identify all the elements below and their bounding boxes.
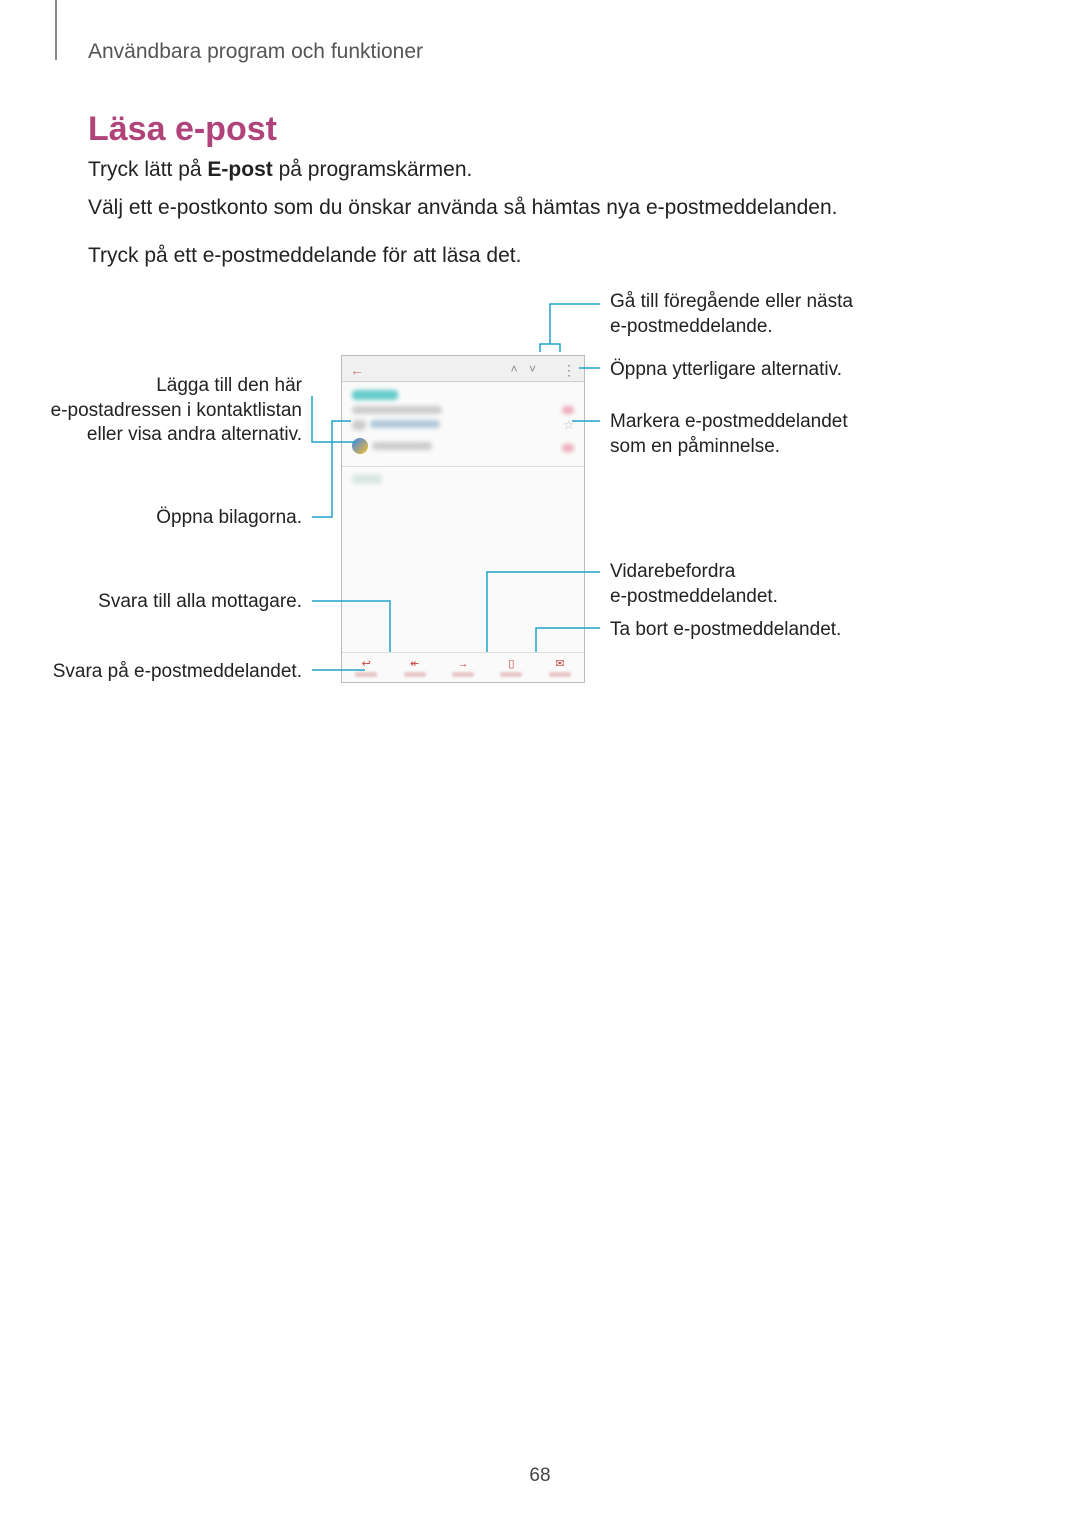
intro-line-3: Tryck på ett e-postmeddelande för att lä… xyxy=(88,244,521,268)
intro-line-2: Välj ett e-postkonto som du önskar använ… xyxy=(88,196,837,220)
app-header-bar: ← ˄ ˅ ⋮ xyxy=(342,356,584,382)
intro-1-pre: Tryck lätt på xyxy=(88,158,207,181)
expand-blur xyxy=(352,420,366,430)
separator xyxy=(342,466,584,467)
page-number: 68 xyxy=(0,1465,1080,1487)
intro-1-bold: E-post xyxy=(207,158,272,181)
from-blur xyxy=(370,420,440,428)
tag-blur-2 xyxy=(562,444,574,452)
delete-button: ▯ xyxy=(487,653,535,682)
mail-button: ✉ xyxy=(536,653,584,682)
page-header: Användbara program och funktioner xyxy=(88,40,423,64)
email-app-mock: ← ˄ ˅ ⋮ ☆ ↩ ↞ → ▯ ✉ xyxy=(341,355,585,683)
label-forward: Vidarebefordra e-postmeddelandet. xyxy=(610,560,778,609)
callout-lines xyxy=(0,0,1080,1527)
reply-icon: ↩ xyxy=(362,659,371,670)
label-delete: Ta bort e-postmeddelandet. xyxy=(610,618,841,643)
label-mark-reminder: Markera e-postmeddelandet som en påminne… xyxy=(610,410,848,459)
more-options-icon: ⋮ xyxy=(562,362,576,379)
bottom-toolbar: ↩ ↞ → ▯ ✉ xyxy=(342,652,584,682)
mail-icon: ✉ xyxy=(555,659,564,670)
name-blur xyxy=(372,442,432,450)
reply-button: ↩ xyxy=(342,653,390,682)
label-reply: Svara på e-postmeddelandet. xyxy=(40,660,302,685)
forward-button: → xyxy=(439,653,487,682)
reply-all-icon: ↞ xyxy=(410,659,419,670)
star-icon: ☆ xyxy=(563,418,574,432)
reply-all-button: ↞ xyxy=(390,653,438,682)
subject-blur xyxy=(352,390,398,400)
label-more-options: Öppna ytterligare alternativ. xyxy=(610,358,842,383)
body-blur xyxy=(352,474,382,484)
tag-blur-1 xyxy=(562,406,574,414)
avatar-icon xyxy=(352,438,368,454)
delete-icon: ▯ xyxy=(508,659,514,670)
label-reply-all: Svara till alla mottagare. xyxy=(40,590,302,615)
label-add-contact: Lägga till den här e-postadressen i kont… xyxy=(40,374,302,448)
prev-next-icons: ˄ ˅ xyxy=(511,362,540,376)
intro-line-1: Tryck lätt på E-post på programskärmen. xyxy=(88,158,472,182)
label-attachments: Öppna bilagorna. xyxy=(40,506,302,531)
back-icon: ← xyxy=(350,362,364,378)
margin-rule xyxy=(55,0,57,60)
meta-blur xyxy=(352,406,442,414)
section-title: Läsa e-post xyxy=(88,110,277,149)
label-prev-next: Gå till föregående eller nästa e-postmed… xyxy=(610,290,853,339)
intro-1-post: på programskärmen. xyxy=(273,158,473,181)
forward-icon: → xyxy=(458,659,469,670)
